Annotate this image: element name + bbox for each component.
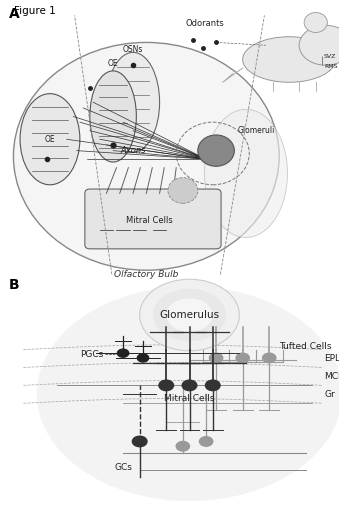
Circle shape (137, 354, 148, 362)
FancyBboxPatch shape (85, 189, 221, 249)
Ellipse shape (106, 52, 160, 152)
Text: OE: OE (108, 59, 118, 68)
Circle shape (263, 353, 276, 363)
Circle shape (140, 279, 239, 351)
Circle shape (153, 289, 226, 341)
Text: Glomerulus: Glomerulus (159, 310, 220, 320)
Ellipse shape (204, 109, 287, 238)
Circle shape (14, 43, 279, 270)
Text: Figure 1: Figure 1 (14, 6, 55, 16)
Text: Gr: Gr (324, 390, 335, 400)
Text: EPL: EPL (324, 354, 339, 363)
Ellipse shape (20, 94, 80, 185)
Circle shape (198, 135, 234, 166)
Circle shape (117, 349, 129, 357)
Ellipse shape (243, 37, 336, 82)
Text: Mitral Cells: Mitral Cells (126, 216, 173, 225)
Text: Tufted Cells: Tufted Cells (279, 342, 332, 350)
Text: Axons: Axons (120, 146, 146, 155)
Text: OE: OE (45, 135, 55, 144)
Text: Odorants: Odorants (185, 19, 224, 28)
Text: B: B (8, 278, 19, 292)
Circle shape (236, 353, 249, 363)
Circle shape (159, 380, 174, 390)
Circle shape (210, 353, 223, 363)
Circle shape (199, 437, 213, 446)
Text: A: A (8, 7, 19, 21)
Circle shape (166, 298, 213, 332)
Circle shape (182, 380, 197, 390)
Text: RMS: RMS (324, 64, 338, 69)
Text: MCL: MCL (324, 372, 339, 381)
Circle shape (132, 436, 147, 447)
Text: GCs: GCs (114, 463, 132, 472)
Circle shape (304, 12, 327, 32)
Circle shape (205, 380, 220, 390)
Text: SVZ: SVZ (324, 54, 336, 59)
Ellipse shape (37, 286, 339, 501)
Text: OSNs: OSNs (123, 45, 143, 54)
Text: PGCs: PGCs (80, 350, 103, 359)
Ellipse shape (299, 25, 339, 65)
Ellipse shape (90, 71, 136, 162)
Circle shape (176, 441, 190, 451)
Text: Glomeruli: Glomeruli (238, 126, 275, 135)
Text: Olfactory Bulb: Olfactory Bulb (114, 270, 179, 279)
Circle shape (168, 177, 198, 203)
Text: Mitral Cells: Mitral Cells (164, 394, 215, 403)
